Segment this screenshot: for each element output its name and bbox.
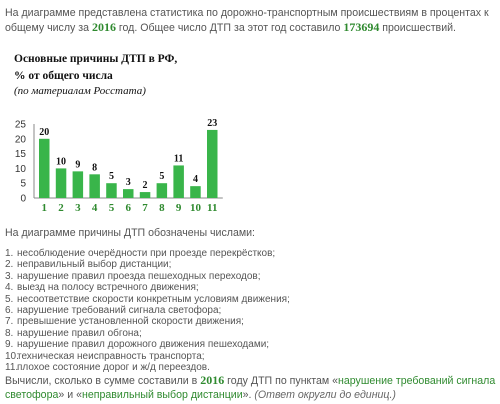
chart-title: Основные причины ДТП в РФ, % от общего ч… bbox=[14, 51, 177, 85]
bar bbox=[106, 183, 117, 198]
bar bbox=[123, 189, 134, 198]
bar bbox=[39, 138, 50, 198]
x-tick-label: 1 bbox=[42, 202, 48, 214]
bar bbox=[55, 168, 67, 198]
list-item-number: 5. bbox=[5, 293, 14, 305]
y-tick-label: 25 bbox=[15, 120, 27, 131]
chart-title-line2: % от общего числа bbox=[14, 70, 113, 82]
x-tick-label: 8 bbox=[159, 202, 165, 214]
y-tick-label: 0 bbox=[20, 194, 26, 205]
list-item-number: 4. bbox=[5, 282, 14, 294]
chart-source: (по материалам Росстата) bbox=[14, 85, 146, 97]
question-paragraph: Вычисли, сколько в сумме составили в 201… bbox=[5, 373, 497, 402]
bar-value-label: 11 bbox=[174, 153, 183, 164]
list-item: 3. нарушение правил проезда пешеходных пе… bbox=[5, 271, 290, 282]
x-tick-label: 11 bbox=[207, 202, 217, 214]
intro-text-b: год. Общее число ДТП за этот год состави… bbox=[115, 22, 344, 34]
x-tick-label: 9 bbox=[176, 202, 182, 214]
bar-value-label: 3 bbox=[126, 177, 131, 188]
list-item-number: 1. bbox=[5, 248, 14, 259]
question-text-d: ». bbox=[242, 389, 255, 401]
list-item-text: нарушение правил дорожного движения пеше… bbox=[17, 339, 270, 351]
x-tick-label: 4 bbox=[92, 202, 98, 214]
x-tick-label: 3 bbox=[75, 202, 81, 214]
y-tick-label: 15 bbox=[15, 149, 27, 160]
question-item-2: неправильный выбор дистанции bbox=[81, 389, 243, 401]
bar-value-label: 23 bbox=[207, 118, 217, 129]
bar bbox=[207, 129, 218, 198]
list-item-text: плохое состояние дорог и ж/д переездов. bbox=[17, 362, 210, 374]
list-item-number: 10. bbox=[5, 350, 19, 362]
bar-value-label: 2 bbox=[143, 180, 148, 191]
causes-list: 1. несоблюдение очерёдности при проезде п… bbox=[5, 248, 290, 373]
list-item-text: неправильный выбор дистанции; bbox=[17, 259, 172, 271]
list-item-text: нарушение требований сигнала светофора; bbox=[17, 305, 222, 317]
y-tick-label: 20 bbox=[15, 134, 27, 145]
list-item-number: 8. bbox=[5, 327, 14, 339]
bar-value-label: 5 bbox=[109, 171, 114, 182]
list-item-text: несоответствие скорости конкретным услов… bbox=[17, 293, 290, 305]
list-item: 8. нарушение правил обгона; bbox=[5, 328, 290, 339]
list-item-number: 7. bbox=[5, 316, 14, 328]
intro-total: 173694 bbox=[343, 20, 380, 34]
intro-paragraph: На диаграмме представлена статистика по … bbox=[5, 6, 495, 35]
y-tick-label: 5 bbox=[20, 179, 26, 190]
question-text-a: Вычисли, сколько в сумме составили в bbox=[5, 375, 201, 387]
list-item-text: несоблюдение очерёдности при проезде пер… bbox=[17, 248, 276, 259]
chart-title-line1: Основные причины ДТП в РФ, bbox=[14, 53, 178, 65]
bar bbox=[89, 174, 100, 198]
bar-value-label: 5 bbox=[159, 171, 164, 182]
x-tick-label: 10 bbox=[190, 202, 202, 214]
bar bbox=[139, 192, 151, 198]
question-item-1: нарушение требований сигнала светофора bbox=[5, 375, 496, 401]
list-item-text: выезд на полосу встречного движения; bbox=[17, 282, 199, 294]
list-item-text: нарушение правил обгона; bbox=[17, 327, 142, 339]
question-note: (Ответ округли до единиц.) bbox=[254, 389, 396, 401]
question-year: 2016 bbox=[200, 373, 225, 387]
list-heading: На диаграмме причины ДТП обозначены числ… bbox=[5, 227, 255, 239]
x-tick-label: 7 bbox=[142, 202, 148, 214]
list-item: 2. неправильный выбор дистанции; bbox=[5, 259, 290, 270]
question-text-c: » и « bbox=[58, 389, 82, 401]
list-item: 1. несоблюдение очерёдности при проезде п… bbox=[5, 248, 290, 259]
x-tick-label: 2 bbox=[58, 202, 64, 214]
intro-year: 2016 bbox=[91, 20, 116, 34]
list-item: 4. выезд на полосу встречного движения; bbox=[5, 282, 290, 293]
list-item: 5. несоответствие скорости конкретным усл… bbox=[5, 294, 290, 305]
list-item: 10.техническая неисправность транспорта; bbox=[5, 351, 290, 362]
x-tick-label: 6 bbox=[126, 202, 132, 214]
list-item: 11.плохое состояние дорог и ж/д переездо… bbox=[5, 362, 290, 373]
list-item: 7. превышение установленной скорости движ… bbox=[5, 316, 290, 327]
list-item-number: 3. bbox=[5, 270, 14, 282]
question-text-b: году ДТП по пунктам « bbox=[224, 375, 339, 387]
list-item-number: 2. bbox=[5, 259, 14, 271]
list-item: 6. нарушение требований сигнала светофора… bbox=[5, 305, 290, 316]
list-item: 9. нарушение правил дорожного движения пе… bbox=[5, 339, 290, 350]
intro-text-a: На диаграмме представлена статистика по … bbox=[5, 7, 489, 34]
bar bbox=[72, 171, 84, 198]
bar-value-label: 4 bbox=[193, 174, 198, 185]
bar-value-label: 8 bbox=[92, 162, 97, 173]
bar-value-label: 20 bbox=[39, 127, 49, 138]
bar bbox=[156, 183, 168, 198]
bar-value-label: 9 bbox=[75, 159, 80, 170]
y-tick-label: 10 bbox=[15, 164, 27, 175]
list-item-text: техническая неисправность транспорта; bbox=[17, 350, 205, 362]
list-item-text: нарушение правил проезда пешеходных пере… bbox=[17, 270, 261, 282]
x-tick-label: 5 bbox=[109, 202, 115, 214]
intro-text-c: происшествий. bbox=[379, 22, 456, 34]
bar bbox=[190, 186, 201, 198]
bar-value-label: 10 bbox=[56, 156, 66, 167]
list-item-number: 6. bbox=[5, 305, 14, 317]
list-item-number: 9. bbox=[5, 339, 14, 351]
list-item-number: 11. bbox=[5, 362, 19, 374]
bar bbox=[173, 165, 184, 198]
list-item-text: превышение установленной скорости движен… bbox=[17, 316, 244, 328]
